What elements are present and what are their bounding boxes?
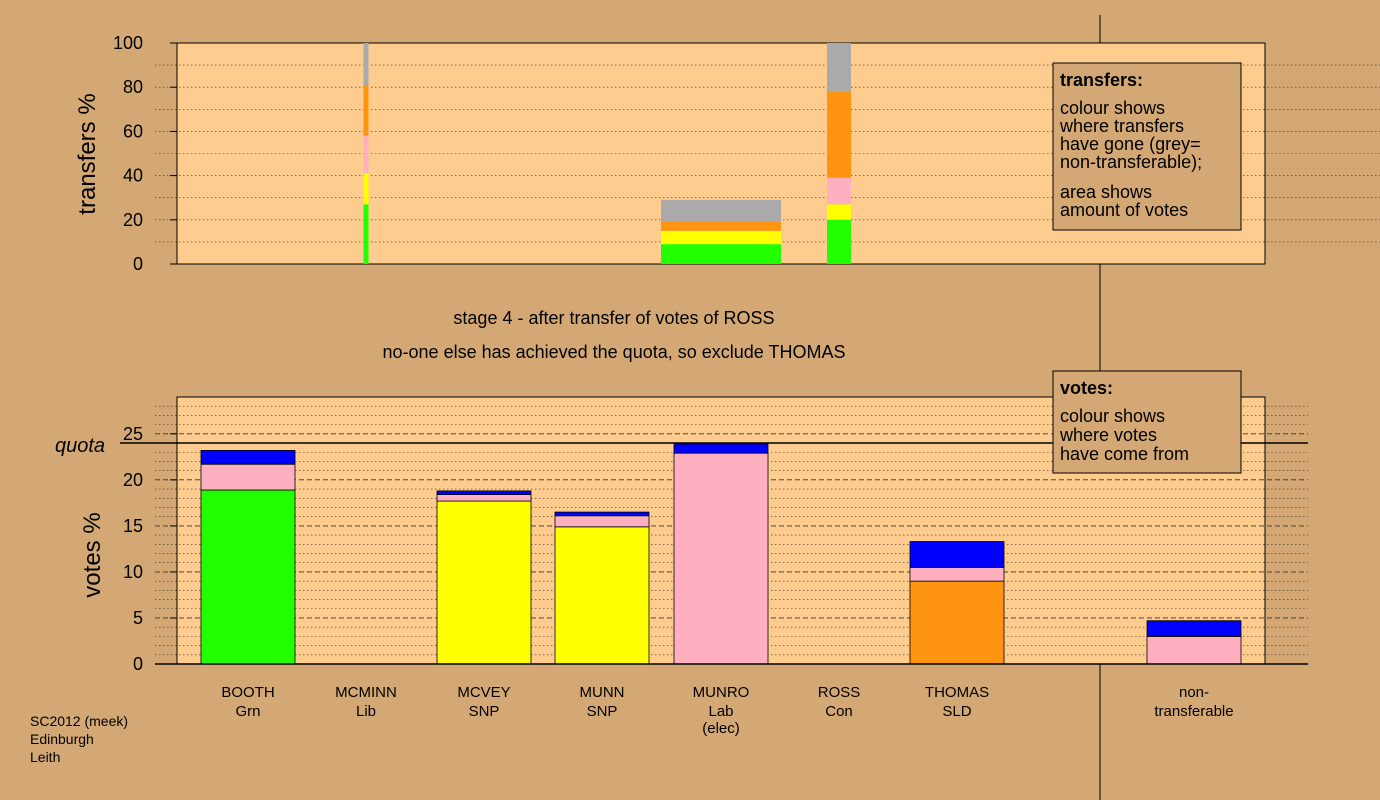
transfers-legend-title: transfers: (1060, 70, 1143, 90)
vote-segment-mcvey-yellow (436, 500, 532, 665)
transfer-segment-mcminn-green (363, 204, 369, 264)
votes-legend-box (1052, 370, 1242, 474)
votes-legend-line: colour shows (1060, 406, 1165, 426)
stage-title: stage 4 - after transfer of votes of ROS… (453, 308, 774, 328)
transfers-y-tick-label: 60 (123, 121, 143, 141)
candidate-name-label: MUNN (580, 684, 625, 701)
vote-segment-booth-green (200, 489, 296, 665)
transfers-legend-line: have gone (grey= (1060, 134, 1201, 154)
transfers-y-tick-label: 20 (123, 210, 143, 230)
transfers-y-axis-label: transfers % (74, 93, 101, 214)
vote-segment-munn-pink (554, 515, 650, 528)
candidate-party-label: Lab (708, 703, 733, 720)
candidate-name-label: MUNRO (693, 684, 750, 701)
vote-segment-munn-yellow (554, 526, 650, 665)
transfer-segment-ross-yellow (827, 204, 851, 220)
vote-segment-non-transferable-blue (1146, 620, 1242, 637)
vote-segment-mcvey-blue (436, 490, 532, 495)
transfer-segment-munro-yellow (661, 230, 781, 245)
vote-segment-mcvey-pink (436, 494, 532, 502)
transfer-segment-ross-grey (827, 43, 851, 92)
transfer-segment-munro-orange (661, 222, 781, 231)
candidate-party-label: SNP (469, 703, 500, 720)
footer-region: Edinburgh (30, 731, 94, 747)
transfers-legend-line: colour shows (1060, 98, 1165, 118)
quota-label: quota (55, 435, 105, 457)
votes-y-tick-label: 5 (133, 608, 143, 628)
vote-segment-munro-blue (673, 443, 769, 454)
transfers-legend-line: area shows (1060, 182, 1152, 202)
candidate-name-label: MCMINN (335, 684, 397, 701)
candidate-party-label: SLD (942, 703, 971, 720)
vote-segment-thomas-pink (909, 566, 1005, 582)
votes-y-tick-label: 20 (123, 470, 143, 490)
vote-segment-booth-blue (200, 449, 296, 465)
footer-system: SC2012 (meek) (30, 713, 128, 729)
transfer-segment-munro-grey (661, 199, 781, 223)
transfers-y-tick-label: 80 (123, 77, 143, 97)
votes-legend: votes: colour shows where votes have com… (1052, 370, 1242, 474)
candidate-name-label: THOMAS (925, 684, 989, 701)
candidate-name-label: ROSS (818, 684, 861, 701)
vote-segment-munro-pink (673, 452, 769, 665)
stage-subtitle: no-one else has achieved the quota, so e… (383, 342, 846, 362)
transfer-segment-mcminn-yellow (363, 173, 369, 205)
votes-y-tick-label: 10 (123, 562, 143, 582)
votes-y-axis-label: votes % (79, 512, 106, 597)
transfers-legend-line: amount of votes (1060, 200, 1188, 220)
vote-segment-non-transferable-pink (1146, 635, 1242, 665)
candidate-name-label: MCVEY (457, 684, 510, 701)
candidate-party-label: Grn (235, 703, 260, 720)
vote-segment-thomas-orange (909, 580, 1005, 665)
footer-constituency: Leith (30, 749, 60, 765)
transfers-legend-line: non-transferable); (1060, 152, 1202, 172)
votes-y-tick-label: 15 (123, 516, 143, 536)
candidate-party-label: Con (825, 703, 853, 720)
transfer-segment-mcminn-pink (363, 135, 369, 174)
votes-y-tick-label: 0 (133, 654, 143, 674)
transfers-y-tick-label: 100 (113, 33, 143, 53)
candidate-party-label: SNP (587, 703, 618, 720)
transfers-legend-line: where transfers (1059, 116, 1184, 136)
candidate-party-label: transferable (1154, 703, 1233, 720)
candidate-name-label: BOOTH (221, 684, 274, 701)
transfer-segment-munro-green (661, 244, 781, 264)
votes-legend-line: have come from (1060, 444, 1189, 464)
vote-segment-thomas-blue (909, 541, 1005, 568)
votes-legend-title: votes: (1060, 378, 1113, 398)
vote-segment-munn-blue (554, 511, 650, 517)
transfers-legend-box (1052, 62, 1242, 231)
candidate-note-label: (elec) (702, 720, 740, 737)
transfers-panel: 0 20 40 60 80 100 transfers % transfers: colo… (74, 33, 1380, 274)
candidate-name-label: non- (1179, 684, 1209, 701)
transfer-segment-ross-green (827, 219, 851, 264)
votes-y-tick-label: 25 (123, 424, 143, 444)
transfers-y-tick-label: 40 (123, 166, 143, 186)
transfer-segment-mcminn-orange (363, 84, 369, 136)
vote-segment-booth-pink (200, 463, 296, 491)
transfer-segment-ross-orange (827, 91, 851, 178)
votes-legend-line: where votes (1059, 425, 1157, 445)
votes-panel: 0 5 10 15 20 25 quota votes % BOOTH Grn MCMINN L… (55, 370, 1308, 737)
transfer-segment-ross-pink (827, 177, 851, 205)
transfers-legend: transfers: colour shows where transfers … (1052, 62, 1242, 231)
transfer-segment-mcminn-grey (363, 43, 369, 85)
transfers-y-tick-label: 0 (133, 254, 143, 274)
candidate-party-label: Lib (356, 703, 376, 720)
